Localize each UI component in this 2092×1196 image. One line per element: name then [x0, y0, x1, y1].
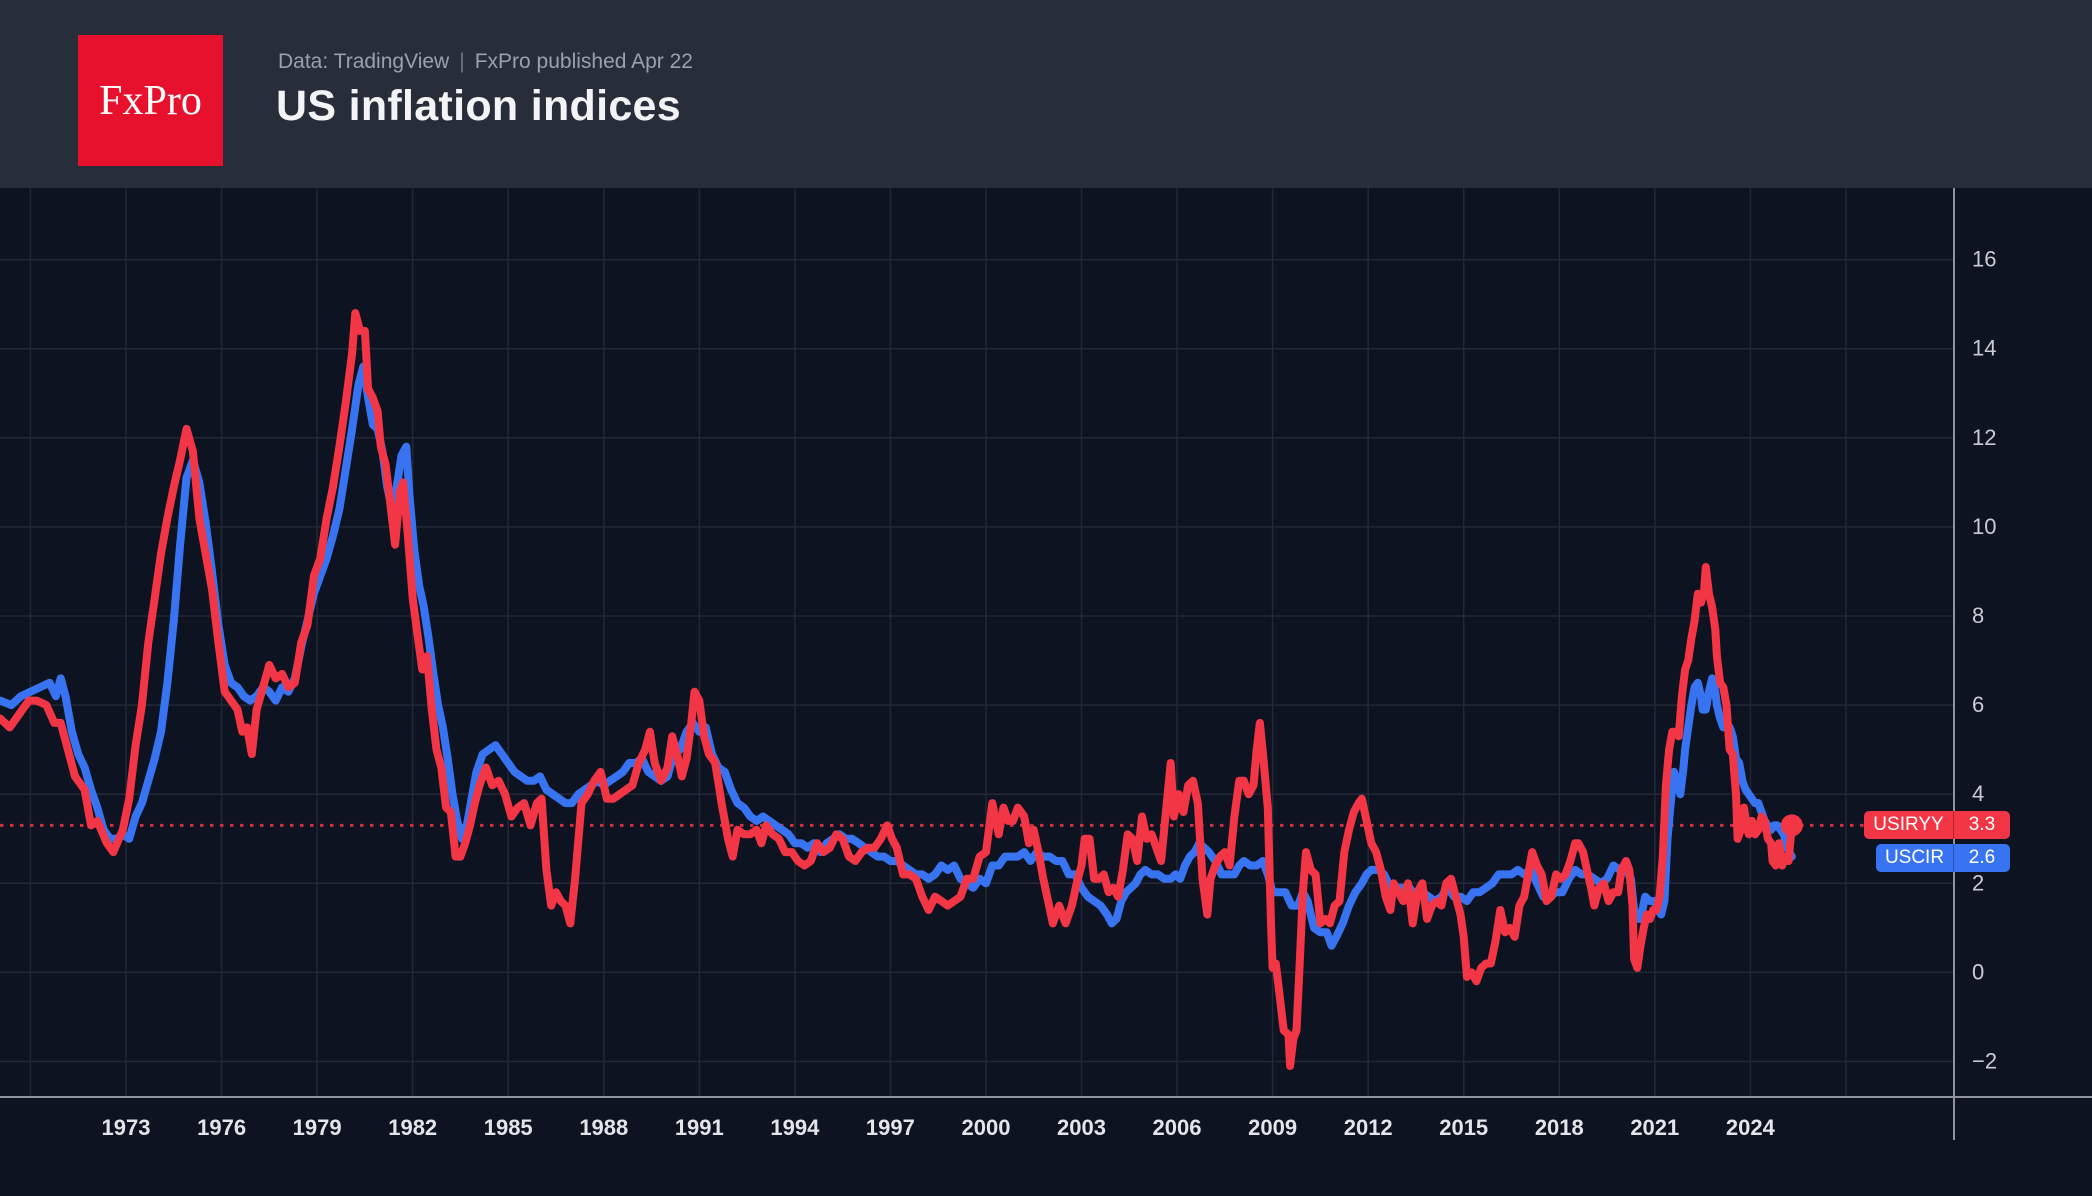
- source-line: Data: TradingView | FxPro published Apr 22: [278, 50, 693, 74]
- x-tick-label: 1979: [293, 1115, 342, 1140]
- source-data-text: Data: TradingView: [278, 50, 450, 73]
- uscir-symbol: USCIR: [1884, 847, 1945, 868]
- source-separator: |: [459, 50, 465, 73]
- x-tick-label: 2021: [1630, 1115, 1679, 1140]
- y-tick-label: 4: [1972, 781, 1984, 806]
- fxpro-logo: FxPro: [78, 35, 223, 166]
- x-tick-label: 2003: [1057, 1115, 1106, 1140]
- x-tick-label: 2018: [1535, 1115, 1584, 1140]
- x-tick-label: 1982: [388, 1115, 437, 1140]
- usiryy-line: [0, 309, 1796, 1070]
- y-tick-label: 16: [1972, 247, 1996, 272]
- y-tick-label: 0: [1972, 959, 1984, 984]
- x-tick-label: 1976: [197, 1115, 246, 1140]
- fxpro-logo-text: FxPro: [99, 77, 202, 124]
- y-tick-label: 8: [1972, 603, 1984, 628]
- x-tick-label: 2024: [1726, 1115, 1776, 1140]
- source-published-text: FxPro published Apr 22: [474, 50, 693, 73]
- price-label-uscir: USCIR 2.6: [1876, 844, 2010, 872]
- x-tick-label: 1988: [579, 1115, 628, 1140]
- y-tick-label: 14: [1972, 336, 1996, 361]
- x-tick-label: 2015: [1439, 1115, 1488, 1140]
- y-tick-label: 6: [1972, 692, 1984, 717]
- usiryy-end-dot: [1780, 814, 1803, 837]
- price-label-usiryy: USIRYY 3.3: [1864, 811, 2010, 839]
- x-tick-label: 2012: [1344, 1115, 1393, 1140]
- x-tick-label: 2009: [1248, 1115, 1297, 1140]
- x-tick-label: 2000: [962, 1115, 1011, 1140]
- x-tick-label: 1997: [866, 1115, 915, 1140]
- uscir-value: 2.6: [1953, 844, 2010, 872]
- x-tick-label: 1994: [770, 1115, 820, 1140]
- y-tick-label: 12: [1972, 425, 1996, 450]
- y-tick-label: 2: [1972, 870, 1984, 895]
- page-title: US inflation indices: [276, 82, 681, 130]
- usiryy-symbol: USIRYY: [1873, 814, 1944, 835]
- y-tick-label: −2: [1972, 1049, 1997, 1074]
- uscir-line: [0, 362, 1796, 950]
- x-tick-label: 2006: [1153, 1115, 1202, 1140]
- usiryy-value: 3.3: [1953, 811, 2010, 839]
- y-tick-label: 10: [1972, 514, 1996, 539]
- header: FxPro Data: TradingView | FxPro published …: [0, 0, 2092, 188]
- x-tick-label: 1991: [675, 1115, 724, 1140]
- x-tick-label: 1973: [102, 1115, 151, 1140]
- x-tick-label: 1985: [484, 1115, 533, 1140]
